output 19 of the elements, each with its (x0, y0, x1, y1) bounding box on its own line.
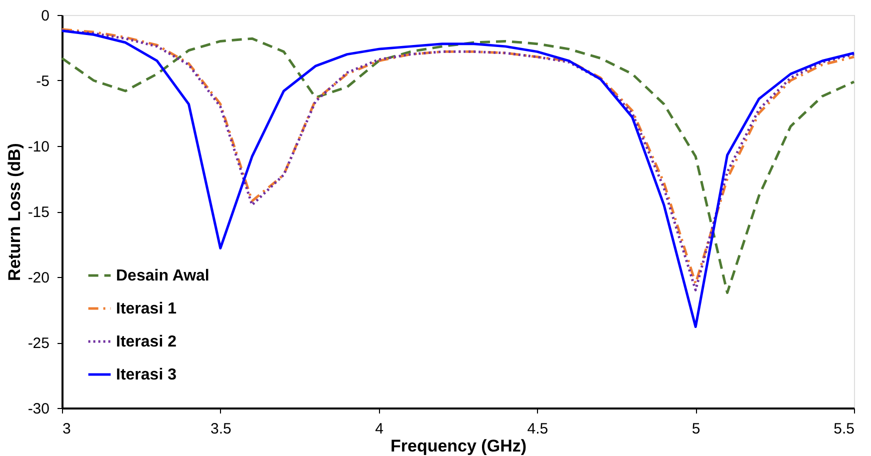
legend-label: Desain Awal (116, 268, 210, 284)
y-tick-label: -15 (28, 204, 50, 221)
y-tick-label: 0 (41, 8, 50, 24)
legend-label: Iterasi 1 (116, 300, 177, 318)
x-tick-label: 5.5 (834, 420, 854, 438)
x-tick-label: 3 (62, 420, 71, 438)
y-tick-label: -20 (28, 270, 50, 286)
x-tick-label: 4.5 (527, 420, 548, 438)
x-tick-label: 4 (375, 420, 384, 438)
y-tick-label: -25 (28, 335, 50, 352)
y-tick-label: -30 (28, 400, 50, 418)
y-tick-label: -10 (28, 138, 50, 156)
x-tick-label: 5 (692, 420, 700, 438)
legend-label: Iterasi 3 (116, 366, 177, 384)
x-tick-label: 3.5 (210, 420, 232, 438)
y-tick-label: -5 (36, 73, 50, 90)
legend-label: Iterasi 2 (116, 334, 177, 350)
y-axis-title: Return Loss (dB) (4, 143, 24, 281)
x-axis-title: Frequency (GHz) (390, 436, 527, 456)
